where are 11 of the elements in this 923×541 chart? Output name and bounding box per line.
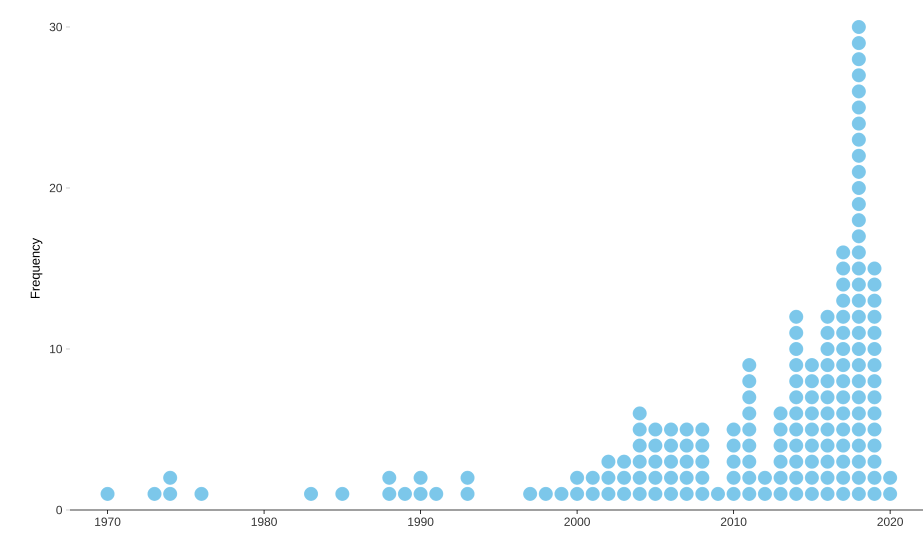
x-tick-label: 1980 — [252, 518, 277, 526]
x-tick-label: 2000 — [564, 518, 590, 526]
x-tick-label: 1990 — [408, 518, 434, 526]
x-tick-label: 1970 — [95, 518, 120, 526]
y-axis-title: Frequency — [30, 238, 42, 298]
x-tick-label: 2010 — [720, 518, 746, 526]
x-tick-label: 2020 — [877, 518, 903, 526]
y-tick-label: 30 — [50, 22, 62, 32]
y-tick-label: 0 — [56, 506, 62, 514]
y-tick-label: 20 — [50, 184, 62, 192]
y-tick-label: 10 — [50, 344, 62, 354]
